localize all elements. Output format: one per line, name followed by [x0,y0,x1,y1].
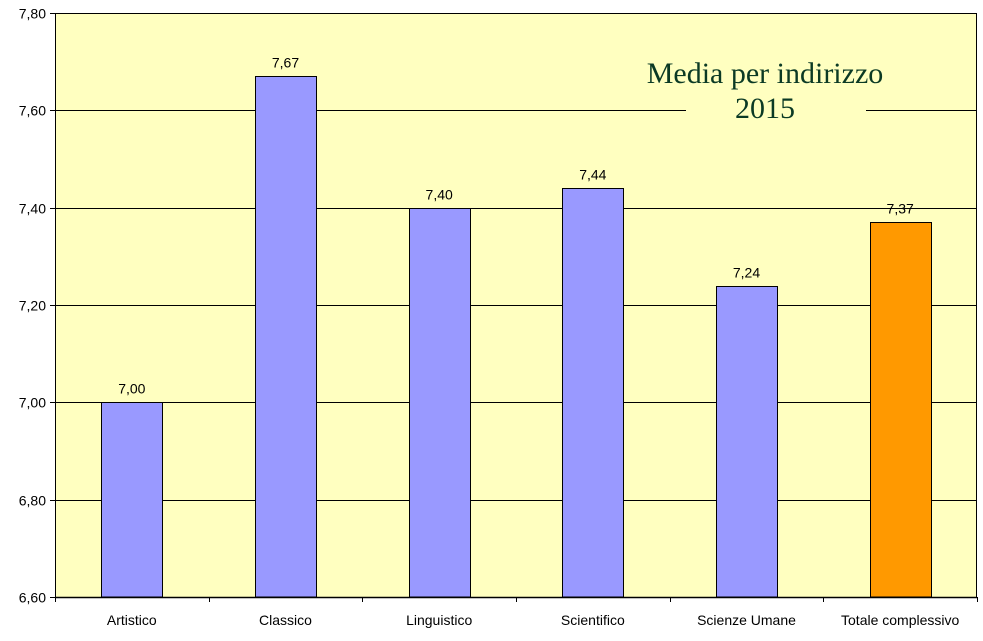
labels: 6,60 6,80 7,00 7,20 7,40 7,60 7,80 7,00 Artistic… [19,6,960,629]
bar [409,208,471,598]
x-tick-label: Linguistico [406,612,472,628]
bar [101,402,163,598]
bar [716,286,778,598]
x-tick-label: Scientifico [561,612,625,628]
y-tick-label: 7,40 [19,201,46,217]
axes [50,13,978,602]
bar [255,76,317,598]
data-label: 7,24 [733,265,760,281]
x-tick-label: Classico [259,612,312,628]
y-tick-label: 7,80 [19,6,46,22]
y-tick-label: 7,00 [19,395,46,411]
data-label: 7,00 [118,381,145,397]
chart-subtitle: 2015 [735,92,795,125]
y-tick-label: 6,60 [19,590,46,606]
x-tick-label: Scienze Umane [697,612,796,628]
data-label: 7,67 [272,55,299,71]
chart-title-group: Media per indirizzo 2015 [647,57,884,128]
x-tick-label: Artistico [107,612,157,628]
y-tick-label: 6,80 [19,493,46,509]
data-label: 7,40 [426,187,453,203]
bar [870,222,932,598]
chart-title-background [686,98,866,128]
y-tick-label: 7,20 [19,298,46,314]
chart-title: Media per indirizzo [647,57,884,90]
data-label: 7,44 [579,167,606,183]
x-tick-label: Totale complessivo [841,612,959,628]
y-tick-label: 7,60 [19,103,46,119]
data-label: 7,37 [887,201,914,217]
bar [562,188,624,598]
